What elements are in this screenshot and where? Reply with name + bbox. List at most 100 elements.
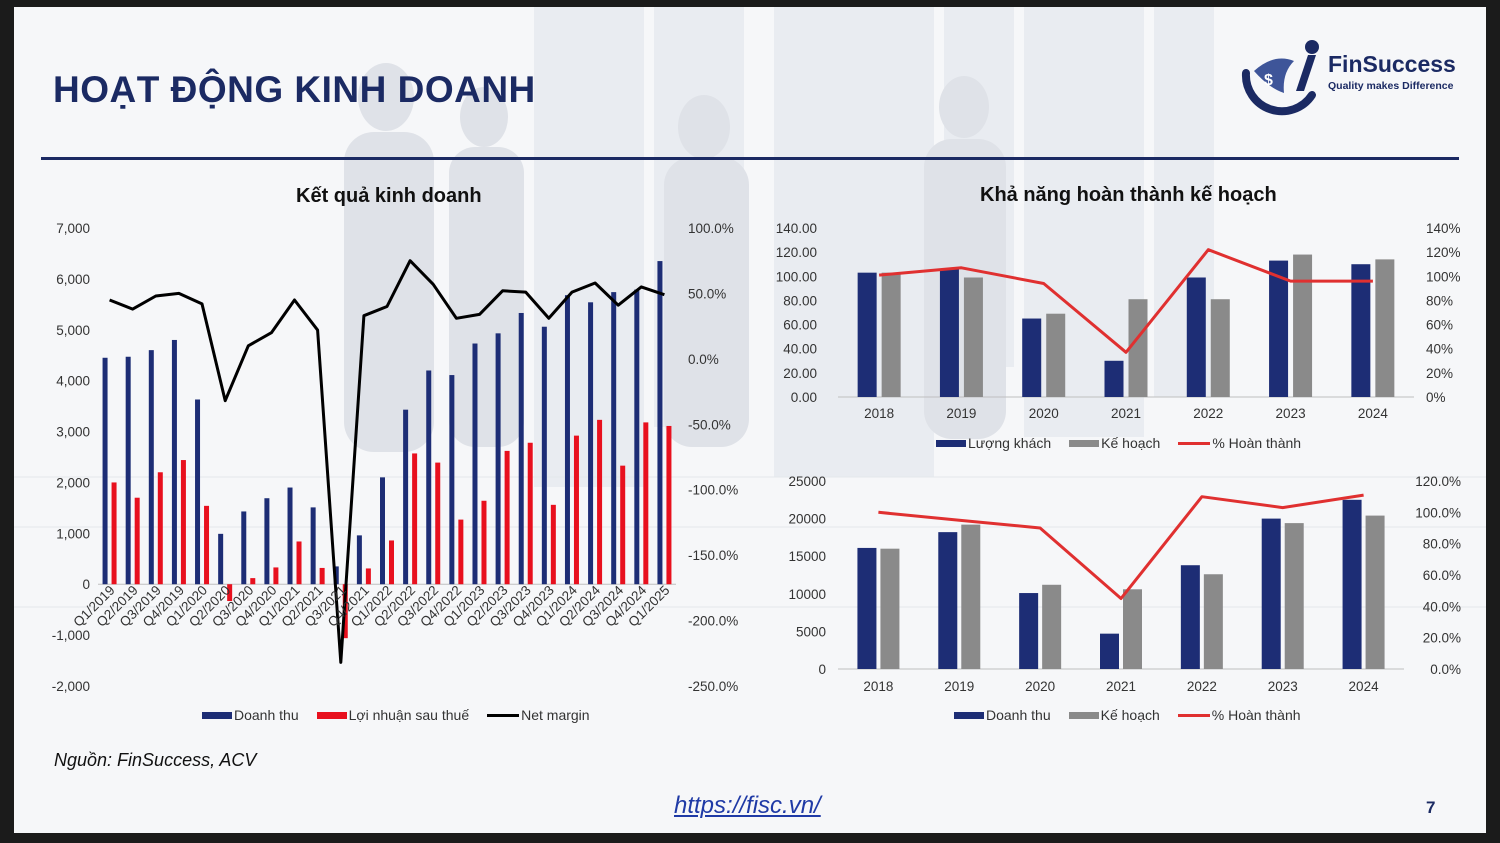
legend-swatch-passengers	[936, 439, 966, 447]
c2-y2-tick-label: 140%	[1426, 221, 1461, 236]
c1-bar-1	[180, 460, 186, 585]
title-divider	[41, 157, 1459, 160]
c2-y-tick-label: 80.00	[783, 293, 817, 308]
c2-bar-0	[1104, 360, 1124, 397]
c3-bar-0	[857, 547, 877, 669]
legend-label-plan: Kế hoạch	[1101, 435, 1161, 451]
legend-label-passengers: Lượng khách	[968, 435, 1052, 451]
c1-bar-1	[134, 497, 140, 585]
c3-bar-1	[1042, 584, 1062, 669]
c1-line	[109, 259, 665, 664]
c3-y2-tick-label: 60.0%	[1423, 568, 1461, 583]
c3-x-tick-label: 2023	[1268, 679, 1298, 694]
c1-bar-1	[573, 435, 579, 585]
c1-y2-tick-label: -250.0%	[688, 679, 738, 694]
c1-bar-0	[472, 343, 478, 585]
legend-line-completion-2	[1177, 713, 1210, 717]
legend-item-net-margin: Net margin	[487, 707, 590, 723]
c2-y2-tick-label: 100%	[1426, 269, 1461, 284]
chart-passenger-plan: 140.00 120.00 100.00 80.00 60.00 40.00 20.00 0.…	[776, 221, 1461, 421]
c1-bar-1	[458, 519, 464, 585]
c1-bar-1	[389, 540, 394, 585]
legend-label-revenue-2: Doanh thu	[986, 707, 1051, 723]
c2-bar-1	[1128, 299, 1148, 397]
c1-bar-0	[148, 350, 154, 585]
chart-revenue-plan: 25000 20000 15000 10000 5000 0 120.0% 100.0% 80.…	[788, 474, 1461, 694]
c1-bar-0	[241, 511, 247, 585]
c1-bar-1	[204, 505, 210, 585]
legend-passenger-plan: Lượng khách Kế hoạch % Hoàn thành	[936, 435, 1319, 451]
c3-x-tick-label: 2021	[1106, 679, 1136, 694]
c2-bar-0	[1351, 264, 1371, 397]
c1-bar-1	[550, 504, 556, 585]
c1-bar-0	[588, 302, 594, 585]
slide-title: HOẠT ĐỘNG KINH DOANH	[53, 69, 536, 110]
c1-bar-0	[171, 339, 177, 585]
c1-bar-0	[657, 261, 663, 585]
legend-revenue-plan: Doanh thu Kế hoạch % Hoàn thành	[954, 707, 1319, 723]
source-note: Nguồn: FinSuccess, ACV	[54, 750, 257, 770]
c1-bar-0	[564, 295, 570, 585]
c3-y-tick-label: 25000	[788, 474, 826, 489]
c1-bar-0	[287, 487, 293, 585]
c1-bar-1	[666, 425, 672, 585]
c1-bar-0	[611, 292, 617, 585]
c3-x-tick-label: 2020	[1025, 679, 1055, 694]
c1-bar-1	[319, 567, 325, 585]
logo-name: FinSuccess	[1328, 51, 1456, 77]
c1-y2-tick-label: -200.0%	[688, 614, 738, 629]
c1-bar-1	[412, 453, 418, 585]
legend-line-completion	[1178, 441, 1211, 445]
c3-y-tick-label: 10000	[788, 587, 826, 602]
c1-bar-1	[597, 419, 603, 585]
c1-bar-0	[403, 409, 409, 585]
c3-bar-0	[1019, 593, 1039, 669]
c2-bar-0	[857, 272, 877, 397]
c2-bar-0	[939, 269, 959, 397]
legend-business-results: Doanh thu Lợi nhuận sau thuế Net margin	[202, 707, 608, 723]
logo-tagline: Quality makes Difference	[1328, 80, 1454, 92]
legend-label-completion: % Hoàn thành	[1212, 435, 1302, 451]
legend-item-net-profit: Lợi nhuận sau thuế	[316, 707, 469, 723]
c1-bar-0	[125, 356, 131, 585]
c1-bar-0	[218, 533, 224, 585]
c1-bar-1	[620, 465, 626, 585]
c2-y2-tick-label: 20%	[1426, 366, 1453, 381]
svg-text:$: $	[1264, 72, 1273, 89]
background-skyline	[14, 7, 1486, 833]
c2-x-tick-label: 2024	[1358, 406, 1389, 421]
legend-label-plan-2: Kế hoạch	[1100, 707, 1160, 723]
logo-mark-icon: $	[1241, 40, 1319, 116]
c2-bar-1	[1046, 313, 1066, 397]
c2-bar-1	[1375, 259, 1395, 397]
c2-x-tick-label: 2018	[864, 406, 894, 421]
c3-bar-1	[1123, 589, 1142, 669]
c1-bar-0	[356, 535, 362, 585]
c2-x-tick-label: 2019	[946, 406, 976, 421]
c1-bar-0	[426, 370, 432, 585]
c3-x-tick-label: 2019	[944, 679, 974, 694]
c1-bar-1	[643, 422, 649, 585]
c2-y-tick-label: 0.00	[791, 390, 817, 405]
c1-y-tick-label: 7,000	[56, 221, 90, 236]
c1-bar-1	[111, 482, 117, 585]
c1-bar-1	[365, 568, 371, 585]
c1-bar-0	[634, 289, 640, 585]
legend-swatch-plan-2	[1068, 711, 1099, 719]
c3-x-tick-label: 2018	[863, 679, 893, 694]
c2-line	[878, 248, 1373, 354]
c3-bar-1	[1365, 515, 1385, 669]
c1-y-tick-label: 3,000	[56, 425, 90, 440]
c2-x-tick-label: 2021	[1111, 406, 1141, 421]
c3-y-tick-label: 0	[818, 662, 826, 677]
c1-y2-tick-label: 100.0%	[688, 221, 734, 236]
c1-y-tick-label: 5,000	[56, 323, 90, 338]
c3-y2-tick-label: 120.0%	[1415, 474, 1461, 489]
c3-bar-0	[938, 532, 958, 669]
c3-line	[878, 493, 1364, 600]
website-link[interactable]: https://fisc.vn/	[674, 792, 821, 819]
c2-y2-tick-label: 120%	[1426, 245, 1461, 260]
c1-bar-0	[195, 399, 201, 585]
c1-bar-0	[333, 566, 339, 585]
c2-y2-tick-label: 40%	[1426, 342, 1453, 357]
